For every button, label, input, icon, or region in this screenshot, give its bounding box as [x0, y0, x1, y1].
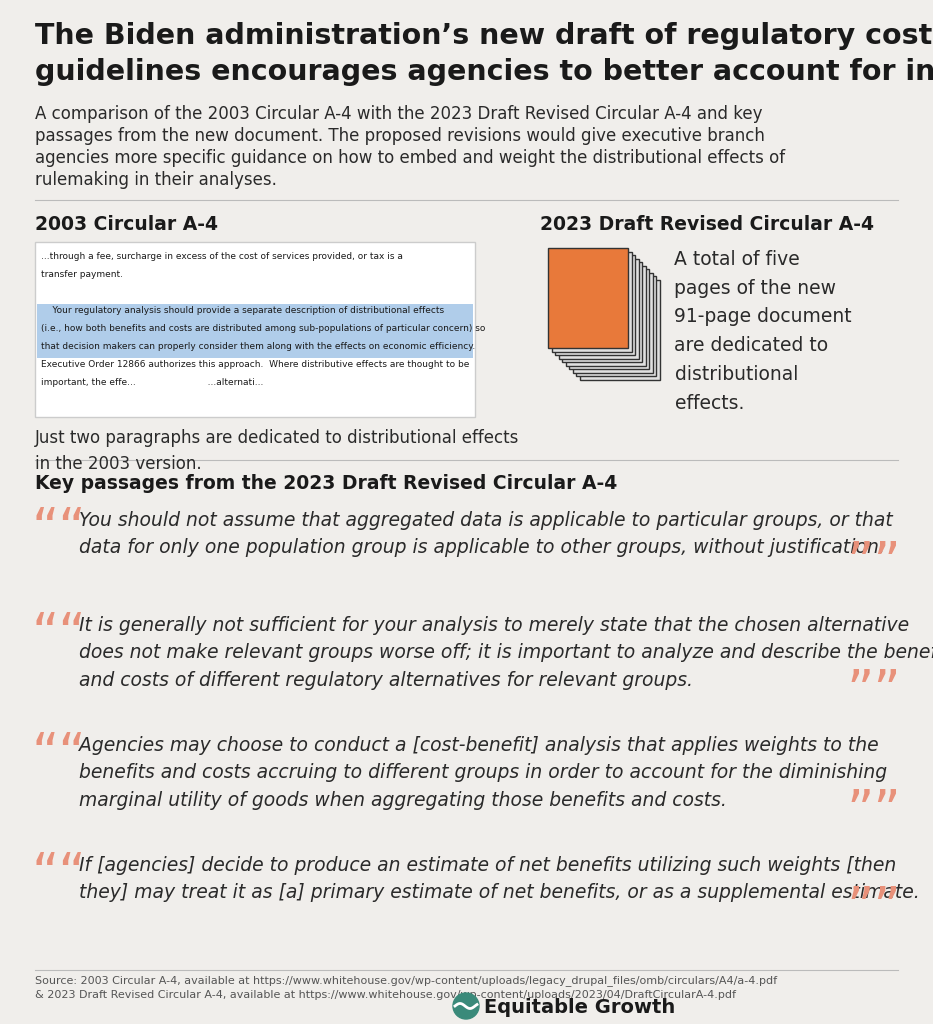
Bar [548, 248, 628, 348]
Text: ””: ”” [846, 884, 901, 936]
Bar [573, 272, 652, 373]
Text: agencies more specific guidance on how to embed and weight the distributional ef: agencies more specific guidance on how t… [35, 150, 786, 167]
Text: ””: ”” [846, 539, 901, 591]
Text: Executive Order 12866 authorizes this approach.  Where distributive effects are : Executive Order 12866 authorizes this ap… [41, 360, 469, 369]
Text: ””: ”” [846, 667, 901, 719]
Bar [559, 258, 638, 358]
Text: You should not assume that aggregated data is applicable to particular groups, o: You should not assume that aggregated da… [79, 511, 893, 557]
Bar [37, 304, 473, 322]
Text: It is generally not sufficient for your analysis to merely state that the chosen: It is generally not sufficient for your … [79, 616, 933, 689]
Bar [37, 322, 473, 340]
Text: If [agencies] decide to produce an estimate of net benefits utilizing such weigh: If [agencies] decide to produce an estim… [79, 856, 920, 902]
Text: Source: 2003 Circular A-4, available at https://www.whitehouse.gov/wp-content/up: Source: 2003 Circular A-4, available at … [35, 975, 777, 999]
Text: ””: ”” [846, 787, 901, 839]
Text: Your regulatory analysis should provide a separate description of distributional: Your regulatory analysis should provide … [41, 306, 444, 315]
Text: guidelines encourages agencies to better account for inequality: guidelines encourages agencies to better… [35, 58, 933, 86]
Text: Key passages from the 2023 Draft Revised Circular A-4: Key passages from the 2023 Draft Revised… [35, 474, 618, 493]
Text: 2003 Circular A-4: 2003 Circular A-4 [35, 215, 218, 234]
Bar [576, 276, 656, 376]
Text: ““: ““ [32, 505, 87, 557]
Bar [35, 242, 475, 417]
Text: The Biden administration’s new draft of regulatory cost-benefit: The Biden administration’s new draft of … [35, 22, 933, 50]
Bar [565, 265, 646, 366]
Bar [37, 340, 473, 358]
Bar [562, 262, 642, 362]
Text: ...through a fee, surcharge in excess of the cost of services provided, or tax i: ...through a fee, surcharge in excess of… [41, 252, 403, 261]
Text: important, the effe...                         ...alternati...: important, the effe... ...alternati... [41, 378, 263, 387]
Text: (i.e., how both benefits and costs are distributed among sub-populations of part: (i.e., how both benefits and costs are d… [41, 324, 485, 333]
Text: A total of five
pages of the new
91-page document
are dedicated to
distributiona: A total of five pages of the new 91-page… [675, 250, 852, 413]
Text: rulemaking in their analyses.: rulemaking in their analyses. [35, 171, 277, 189]
Bar [551, 252, 632, 351]
Text: that decision makers can properly consider them along with the effects on econom: that decision makers can properly consid… [41, 342, 475, 351]
Text: Just two paragraphs are dedicated to distributional effects
in the 2003 version.: Just two paragraphs are dedicated to dis… [35, 429, 520, 473]
Text: ““: ““ [32, 610, 87, 662]
Bar [579, 280, 660, 380]
Circle shape [453, 993, 479, 1019]
Bar [569, 269, 649, 369]
Text: passages from the new document. The proposed revisions would give executive bran: passages from the new document. The prop… [35, 127, 765, 145]
Text: ““: ““ [32, 850, 87, 902]
Text: ““: ““ [32, 730, 87, 782]
Text: Agencies may choose to conduct a [cost-benefit] analysis that applies weights to: Agencies may choose to conduct a [cost-b… [79, 736, 887, 810]
Text: transfer payment.: transfer payment. [41, 270, 123, 279]
Text: 2023 Draft Revised Circular A-4: 2023 Draft Revised Circular A-4 [540, 215, 874, 234]
Text: Equitable Growth: Equitable Growth [484, 998, 675, 1017]
Bar [555, 255, 635, 355]
Text: A comparison of the 2003 Circular A-4 with the 2023 Draft Revised Circular A-4 a: A comparison of the 2003 Circular A-4 wi… [35, 105, 762, 123]
